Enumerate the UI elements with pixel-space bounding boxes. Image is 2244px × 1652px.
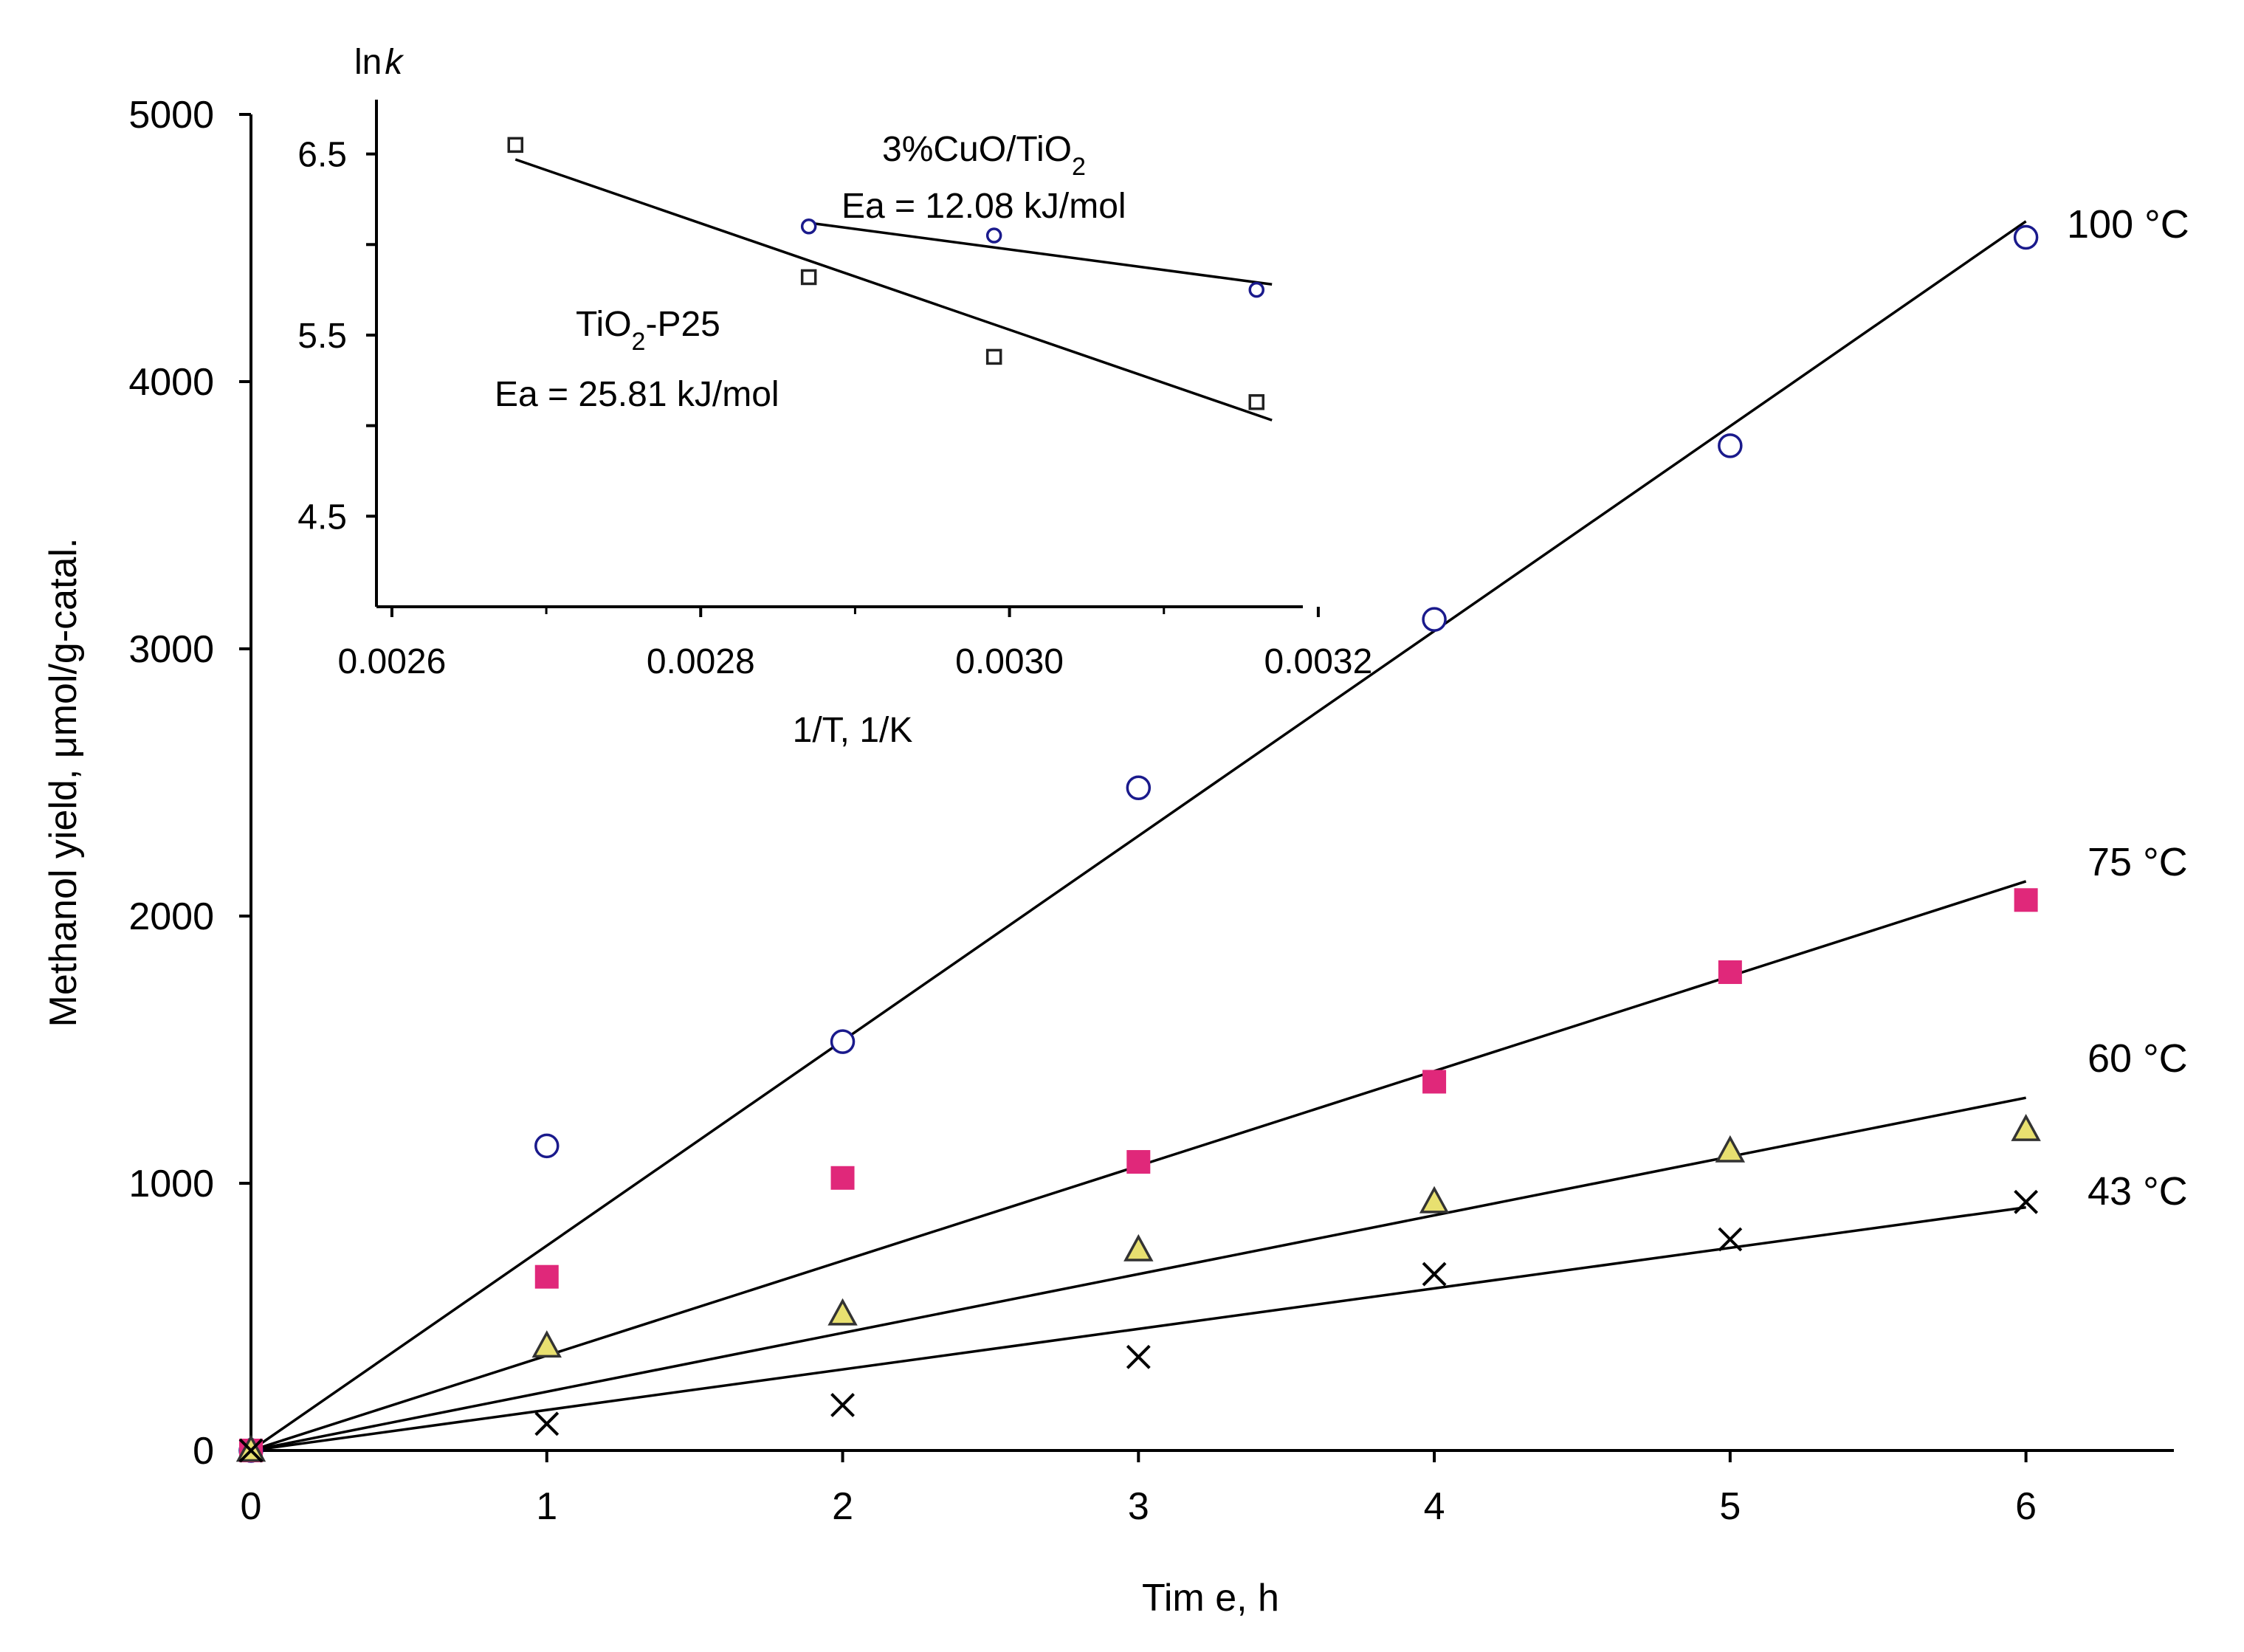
- inset-x-tick-label: 0.0030: [955, 642, 1064, 681]
- x-tick-label: 5: [1719, 1485, 1741, 1528]
- x-tick-label: 6: [2015, 1485, 2037, 1528]
- main-ticks: 0 1 2 3 4 5 6 0 1000 2000 3000 4000 5000: [128, 94, 2037, 1528]
- data-point-circle: [830, 1029, 856, 1054]
- x-axis-title: Tim e, h: [1142, 1577, 1279, 1620]
- inset-y-tick-label: 6.5: [297, 136, 347, 175]
- y-tick-label: 3000: [128, 628, 214, 671]
- data-point-square: [534, 1264, 559, 1289]
- inset-label-cuo: 3%CuO/TiO2: [882, 130, 1086, 181]
- data-point-triangle: [2011, 1113, 2041, 1141]
- y-tick-label: 1000: [128, 1163, 214, 1205]
- inset-ticks: 0.0026 0.0028 0.0030 0.0032 4.5 5.5 6.5: [297, 136, 1372, 681]
- inset-point-square: [507, 137, 523, 154]
- data-point-circle: [534, 1133, 560, 1159]
- y-axis-title: Methanol yield, μmol/g-catal.: [42, 538, 85, 1028]
- x-tick-label: 0: [241, 1485, 262, 1528]
- inset-x-axis-title: 1/T, 1/K: [793, 711, 913, 750]
- data-point-cross: [238, 1438, 264, 1463]
- inset-point-square: [1248, 393, 1264, 410]
- inset-point-circle: [1248, 281, 1264, 298]
- inset-x-tick-label: 0.0026: [338, 642, 447, 681]
- data-point-triangle: [1419, 1185, 1450, 1214]
- x-tick-label: 3: [1128, 1485, 1149, 1528]
- series-label-43c: 43 °C: [2088, 1169, 2188, 1214]
- inset-fit-line: [514, 158, 1273, 421]
- data-point-cross: [1126, 1344, 1151, 1369]
- inset-point-square: [800, 269, 817, 286]
- cross-stroke: [534, 1411, 560, 1436]
- data-point-cross: [1718, 1227, 1743, 1252]
- inset-point-circle: [800, 218, 817, 235]
- data-point-triangle: [531, 1330, 562, 1358]
- data-point-circle: [1126, 775, 1152, 800]
- y-tick-label: 0: [193, 1430, 214, 1473]
- fit-line-cross: [250, 1205, 2026, 1452]
- data-point-cross: [830, 1393, 855, 1417]
- cross-stroke: [238, 1438, 264, 1463]
- data-point-square: [1422, 1070, 1447, 1094]
- inset-x-tick-label: 0.0032: [1264, 642, 1373, 681]
- inset-chart: 0.0026 0.0028 0.0030 0.0032 4.5 5.5 6.5 lnk 1/…: [297, 43, 1372, 750]
- y-tick-label: 5000: [128, 94, 214, 137]
- inset-point-circle: [985, 227, 1002, 244]
- data-point-circle: [2013, 224, 2039, 250]
- inset-point-square: [985, 348, 1002, 365]
- main-data-points: [235, 224, 2041, 1463]
- data-point-cross: [534, 1411, 560, 1436]
- cross-stroke: [1422, 1262, 1447, 1287]
- series-label-75c: 75 °C: [2088, 840, 2188, 884]
- cross-stroke: [1718, 1227, 1743, 1252]
- inset-data-points: [507, 137, 1264, 410]
- series-label-100c: 100 °C: [2067, 202, 2189, 247]
- main-chart: 0 1 2 3 4 5 6 0 1000 2000 3000 4000 5000 Tim e, h Me…: [42, 94, 2189, 1620]
- data-point-square: [2014, 888, 2038, 912]
- x-tick-label: 4: [1424, 1485, 1445, 1528]
- data-point-circle: [1422, 607, 1447, 632]
- series-label-60c: 60 °C: [2088, 1036, 2188, 1081]
- inset-ea-p25: Ea = 25.81 kJ/mol: [495, 375, 779, 414]
- data-point-circle: [1718, 433, 1743, 458]
- fit-line-circle: [250, 220, 2027, 1452]
- data-point-cross: [2014, 1189, 2039, 1214]
- inset-ea-cuo: Ea = 12.08 kJ/mol: [842, 187, 1126, 226]
- data-point-cross: [1422, 1262, 1447, 1287]
- data-point-square: [1126, 1150, 1151, 1174]
- data-point-triangle: [1715, 1135, 1746, 1163]
- inset-y-axis-title: lnk: [354, 43, 405, 82]
- cross-stroke: [2014, 1189, 2039, 1214]
- inset-x-tick-label: 0.0028: [647, 642, 755, 681]
- data-point-triangle: [827, 1298, 858, 1326]
- y-tick-label: 2000: [128, 895, 214, 938]
- cross-stroke: [830, 1393, 855, 1417]
- x-tick-label: 2: [832, 1485, 853, 1528]
- inset-fit-line: [808, 221, 1273, 286]
- inset-y-tick-label: 5.5: [297, 317, 347, 356]
- inset-label-p25: TiO2-P25: [576, 305, 720, 356]
- cross-stroke: [1126, 1344, 1151, 1369]
- data-point-square: [1718, 960, 1742, 985]
- y-tick-label: 4000: [128, 361, 214, 404]
- inset-fit-lines: [514, 158, 1273, 421]
- data-point-square: [830, 1166, 855, 1190]
- x-tick-label: 1: [536, 1485, 557, 1528]
- inset-y-tick-label: 4.5: [297, 498, 347, 537]
- data-point-triangle: [1123, 1233, 1154, 1262]
